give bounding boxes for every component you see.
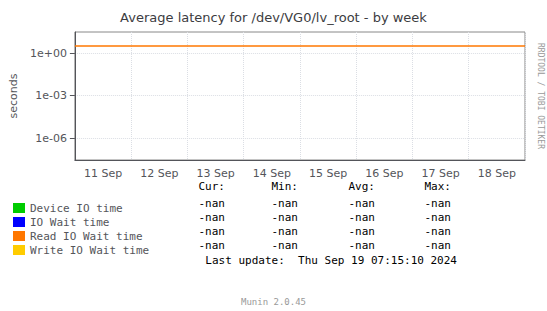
svg-text:12 Sep: 12 Sep (140, 167, 178, 180)
svg-text:17 Sep: 17 Sep (421, 167, 459, 180)
svg-text:-nan: -nan (425, 197, 452, 210)
svg-text:-nan: -nan (425, 211, 452, 224)
svg-text:-nan: -nan (272, 197, 299, 210)
svg-text:Write IO Wait time: Write IO Wait time (30, 244, 149, 257)
svg-text:Device IO time: Device IO time (30, 202, 123, 215)
svg-text:Avg:: Avg: (349, 180, 376, 193)
svg-text:-nan: -nan (272, 239, 299, 252)
svg-text:1e+00: 1e+00 (30, 47, 67, 60)
svg-text:15 Sep: 15 Sep (309, 167, 347, 180)
svg-text:Read IO Wait time: Read IO Wait time (30, 230, 143, 243)
svg-text:-nan: -nan (425, 225, 452, 238)
svg-text:Last update: Thu Sep 19 07:15: Last update: Thu Sep 19 07:15:10 2024 (205, 254, 457, 267)
svg-text:-nan: -nan (272, 225, 299, 238)
svg-text:Max:: Max: (425, 180, 452, 193)
svg-text:-nan: -nan (199, 197, 226, 210)
svg-text:-nan: -nan (199, 211, 226, 224)
svg-text:Cur:: Cur: (199, 180, 226, 193)
svg-text:Average latency for /dev/VG0/l: Average latency for /dev/VG0/lv_root - b… (120, 10, 427, 25)
svg-text:IO Wait time: IO Wait time (30, 216, 109, 229)
svg-text:RRDTOOL / TOBI OETIKER: RRDTOOL / TOBI OETIKER (536, 43, 545, 149)
svg-text:-nan: -nan (349, 197, 376, 210)
svg-text:13 Sep: 13 Sep (196, 167, 234, 180)
svg-text:14 Sep: 14 Sep (253, 167, 291, 180)
svg-text:-nan: -nan (349, 239, 376, 252)
svg-text:seconds: seconds (7, 73, 20, 118)
svg-text:-nan: -nan (349, 225, 376, 238)
svg-text:16 Sep: 16 Sep (365, 167, 403, 180)
svg-text:1e-06: 1e-06 (35, 132, 67, 145)
svg-text:11 Sep: 11 Sep (84, 167, 122, 180)
svg-text:-nan: -nan (349, 211, 376, 224)
svg-text:Min:: Min: (272, 180, 299, 193)
svg-text:Munin 2.0.45: Munin 2.0.45 (241, 297, 306, 307)
svg-text:-nan: -nan (199, 239, 226, 252)
svg-text:-nan: -nan (425, 239, 452, 252)
svg-text:-nan: -nan (272, 211, 299, 224)
svg-text:-nan: -nan (199, 225, 226, 238)
svg-text:18 Sep: 18 Sep (478, 167, 516, 180)
svg-text:1e-03: 1e-03 (35, 89, 67, 102)
